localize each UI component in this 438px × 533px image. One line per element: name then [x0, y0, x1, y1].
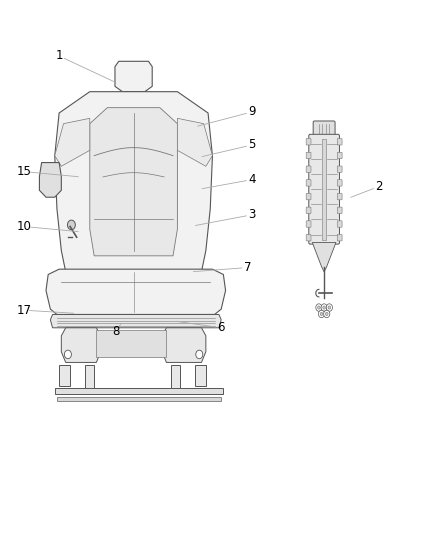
FancyBboxPatch shape — [337, 166, 342, 172]
Circle shape — [326, 304, 332, 311]
Bar — [322, 139, 326, 240]
FancyBboxPatch shape — [337, 221, 342, 227]
Circle shape — [318, 306, 320, 309]
Circle shape — [67, 220, 75, 230]
Circle shape — [64, 350, 71, 359]
Polygon shape — [61, 328, 101, 362]
Polygon shape — [55, 92, 212, 272]
FancyBboxPatch shape — [337, 207, 342, 214]
Text: 3: 3 — [248, 208, 255, 221]
FancyBboxPatch shape — [306, 221, 311, 227]
Text: 6: 6 — [217, 321, 225, 334]
Circle shape — [316, 304, 322, 311]
Text: 7: 7 — [244, 261, 251, 274]
Polygon shape — [50, 314, 221, 328]
Circle shape — [328, 306, 331, 309]
Polygon shape — [115, 61, 152, 92]
Text: 5: 5 — [248, 139, 255, 151]
Bar — [171, 365, 180, 391]
Text: 2: 2 — [375, 180, 383, 193]
FancyBboxPatch shape — [337, 139, 342, 145]
Bar — [195, 365, 206, 386]
Polygon shape — [162, 328, 206, 362]
FancyBboxPatch shape — [306, 193, 311, 200]
FancyBboxPatch shape — [337, 152, 342, 159]
Polygon shape — [46, 269, 226, 314]
Text: 10: 10 — [17, 220, 32, 233]
Bar — [55, 388, 223, 394]
Polygon shape — [312, 243, 336, 272]
Text: 15: 15 — [17, 165, 32, 178]
FancyBboxPatch shape — [337, 180, 342, 186]
FancyBboxPatch shape — [306, 235, 311, 241]
FancyBboxPatch shape — [306, 139, 311, 145]
Bar — [85, 365, 94, 391]
Text: 8: 8 — [113, 325, 120, 338]
Circle shape — [196, 350, 203, 359]
Text: 1: 1 — [55, 50, 63, 62]
FancyBboxPatch shape — [337, 235, 342, 241]
Bar — [59, 365, 70, 386]
Circle shape — [320, 312, 323, 316]
FancyBboxPatch shape — [306, 166, 311, 172]
Text: 4: 4 — [248, 173, 256, 186]
Circle shape — [321, 304, 327, 311]
FancyBboxPatch shape — [309, 134, 339, 244]
FancyBboxPatch shape — [306, 180, 311, 186]
Polygon shape — [96, 330, 166, 357]
Circle shape — [325, 312, 328, 316]
FancyBboxPatch shape — [306, 207, 311, 214]
Bar — [57, 397, 221, 401]
Text: 9: 9 — [248, 106, 256, 118]
Circle shape — [318, 310, 325, 318]
Circle shape — [323, 306, 325, 309]
Circle shape — [324, 310, 330, 318]
FancyBboxPatch shape — [306, 152, 311, 159]
FancyBboxPatch shape — [313, 121, 335, 138]
Polygon shape — [90, 108, 177, 256]
Polygon shape — [55, 118, 90, 166]
Polygon shape — [39, 163, 61, 197]
Text: 17: 17 — [17, 304, 32, 317]
FancyBboxPatch shape — [337, 193, 342, 200]
Polygon shape — [177, 118, 212, 166]
